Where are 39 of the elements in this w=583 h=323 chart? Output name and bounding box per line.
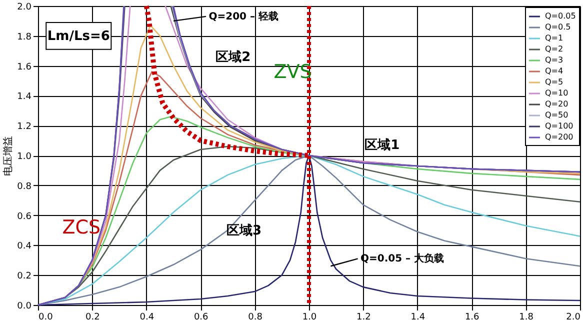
annotation: 区域2 (216, 50, 251, 65)
legend-label: Q=20 (545, 100, 568, 108)
annotation: Q=200 – 轻载 (208, 10, 278, 22)
y-tick-label: 0.0 (17, 302, 32, 312)
y-tick-label: 0.2 (17, 272, 32, 282)
legend-label: Q=2 (545, 44, 564, 54)
y-tick-label: 1.6 (17, 62, 32, 72)
legend-label: Q=100 (545, 122, 574, 130)
annotation: 区域1 (364, 138, 400, 154)
x-tick-label: 0.4 (140, 312, 154, 322)
legend-label: Q=10 (545, 88, 568, 98)
legend-label: Q=3 (545, 56, 564, 64)
x-tick-label: 0.8 (248, 312, 263, 322)
x-tick-label: 1.8 (519, 312, 534, 322)
legend-label: Q=50 (545, 110, 568, 120)
annotation: Lm/Ls=6 (47, 28, 110, 44)
x-tick-label: 0.2 (86, 312, 100, 322)
legend-label: Q=0.5 (545, 22, 571, 32)
y-tick-label: 1.0 (17, 152, 32, 162)
x-tick-label: 1.6 (464, 312, 480, 322)
legend-label: Q=200 (545, 132, 574, 142)
y-tick-label: 0.6 (17, 212, 32, 222)
x-tick-label: 0.6 (194, 312, 209, 322)
y-axis-title: 电压增益 (2, 136, 14, 176)
legend-label: Q=1 (545, 34, 564, 42)
x-tick-label: 1.2 (356, 312, 371, 322)
x-tick-label: 2.0 (566, 312, 581, 322)
legend-label: Q=0.05 (545, 12, 576, 20)
y-tick-label: 1.8 (17, 32, 32, 42)
y-tick-label: 1.4 (17, 92, 32, 102)
legend-label: Q=4 (545, 66, 564, 76)
x-tick-label: 1.4 (410, 312, 426, 322)
x-tick-label: 0.0 (38, 312, 54, 322)
y-tick-label: 0.8 (17, 182, 32, 192)
y-tick-label: 1.2 (17, 122, 32, 132)
y-tick-label: 2.0 (17, 2, 32, 12)
legend-label: Q=5 (545, 78, 564, 86)
y-tick-label: 0.4 (17, 242, 32, 252)
x-tick-label: 1.0 (302, 312, 317, 322)
